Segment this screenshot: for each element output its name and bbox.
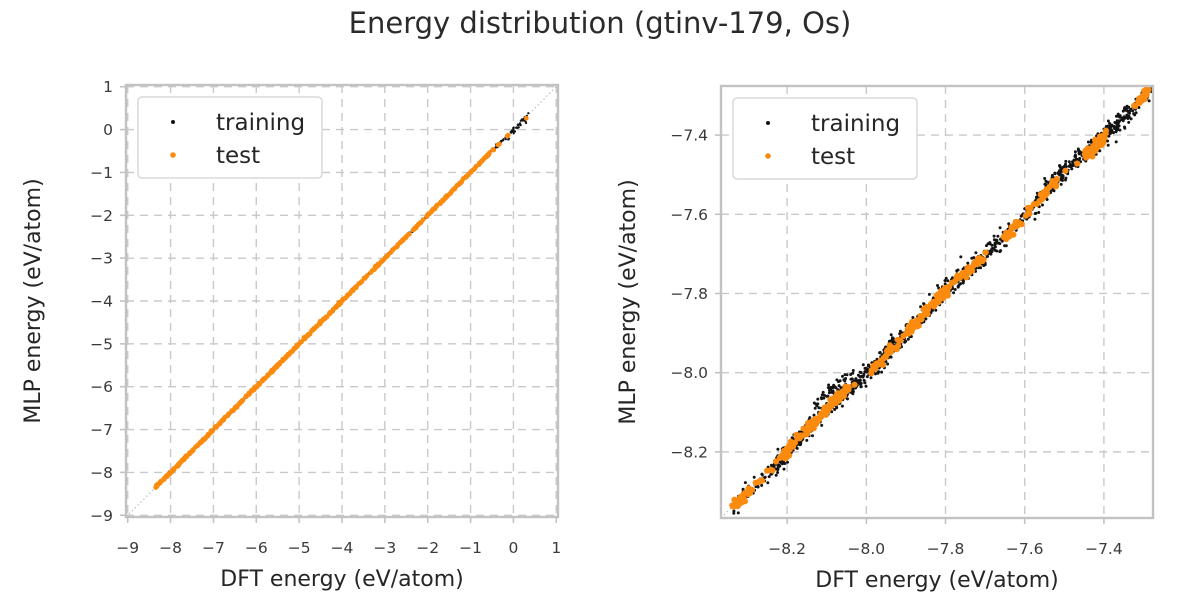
y-axis-label: MLP energy (eV/atom) (21, 178, 46, 423)
chart-full-range: −9 −8 −7 −6 −5 −4 −3 −2 −1 0 1 1 0 −1 −2 −3 −4 −5 −6 −7 −8 −9… (0, 46, 600, 600)
svg-text:1: 1 (103, 78, 113, 96)
svg-text:−8.2: −8.2 (670, 443, 708, 461)
svg-text:−9: −9 (90, 507, 113, 525)
svg-text:−8.0: −8.0 (670, 364, 708, 382)
full-range-test-points (153, 115, 529, 490)
legend-marker-training (171, 120, 175, 124)
svg-text:−5: −5 (90, 335, 113, 353)
legend: training test (137, 96, 323, 179)
tick-marks (120, 85, 558, 523)
svg-text:−7.8: −7.8 (927, 540, 965, 558)
svg-text:−7.4: −7.4 (1085, 540, 1123, 558)
svg-text:0: 0 (103, 121, 113, 139)
svg-text:−8.0: −8.0 (847, 540, 885, 558)
svg-text:−7: −7 (202, 539, 225, 557)
tick-marks (715, 134, 1105, 524)
legend: training test (732, 97, 918, 180)
chart-zoomed: −8.2 −8.0 −7.8 −7.6 −7.4 −7.4 −7.6 −7.8 −8.0 −8.2… (600, 46, 1200, 600)
svg-text:−6: −6 (245, 539, 268, 557)
legend-marker-test (765, 153, 771, 159)
legend-label-training: training (811, 111, 900, 137)
svg-text:−4: −4 (331, 539, 354, 557)
svg-text:0: 0 (508, 539, 518, 557)
svg-text:−7.6: −7.6 (1006, 540, 1044, 558)
svg-text:−8: −8 (159, 539, 182, 557)
svg-text:−2: −2 (416, 539, 439, 557)
svg-text:−1: −1 (459, 539, 482, 557)
axes-frame (719, 84, 1155, 520)
svg-text:−3: −3 (90, 250, 113, 268)
svg-text:−5: −5 (288, 539, 311, 557)
svg-text:−6: −6 (90, 378, 113, 396)
legend-label-test: test (216, 143, 260, 169)
svg-text:1: 1 (551, 539, 561, 557)
x-axis-label: DFT energy (eV/atom) (220, 567, 463, 592)
svg-text:−7.6: −7.6 (670, 206, 708, 224)
svg-text:−1: −1 (90, 164, 113, 182)
svg-text:−4: −4 (90, 293, 113, 311)
svg-text:−8.2: −8.2 (768, 540, 806, 558)
svg-text:−7.8: −7.8 (670, 285, 708, 303)
figure-title: Energy distribution (gtinv-179, Os) (348, 6, 852, 40)
legend-marker-test (170, 152, 176, 158)
full-range-svg: −9 −8 −7 −6 −5 −4 −3 −2 −1 0 110−1−2−3−4−5−6−7−8−9… (21, 78, 561, 592)
svg-text:−3: −3 (373, 539, 396, 557)
svg-text:−2: −2 (90, 207, 113, 225)
legend-box (732, 97, 918, 180)
tick-labels: −9 −8 −7 −6 −5 −4 −3 −2 −1 0 1 1 0 −1 −2 −3 −4 −5 −6 −7 −8 −9 (90, 78, 561, 557)
svg-text:−7.4: −7.4 (670, 127, 708, 145)
svg-text:−7: −7 (90, 421, 113, 439)
legend-label-training: training (216, 110, 305, 136)
legend-label-test: test (811, 144, 855, 170)
y-axis-label: MLP energy (eV/atom) (616, 179, 641, 424)
zoomed-svg: −8.2 −8.0 −7.8 −7.6 −7.4−7.4−7.6−7.8−8.0−8.2… (616, 84, 1155, 593)
legend-marker-training (766, 121, 770, 125)
svg-text:−9: −9 (116, 539, 139, 557)
legend-box (137, 96, 323, 179)
tick-labels: −8.2 −8.0 −7.8 −7.6 −7.4 −7.4 −7.6 −7.8 −8.0 −8.2 (670, 127, 1122, 558)
svg-text:−8: −8 (90, 464, 113, 482)
zoomed-test-points (729, 86, 1152, 510)
x-axis-label: DFT energy (eV/atom) (815, 568, 1058, 593)
